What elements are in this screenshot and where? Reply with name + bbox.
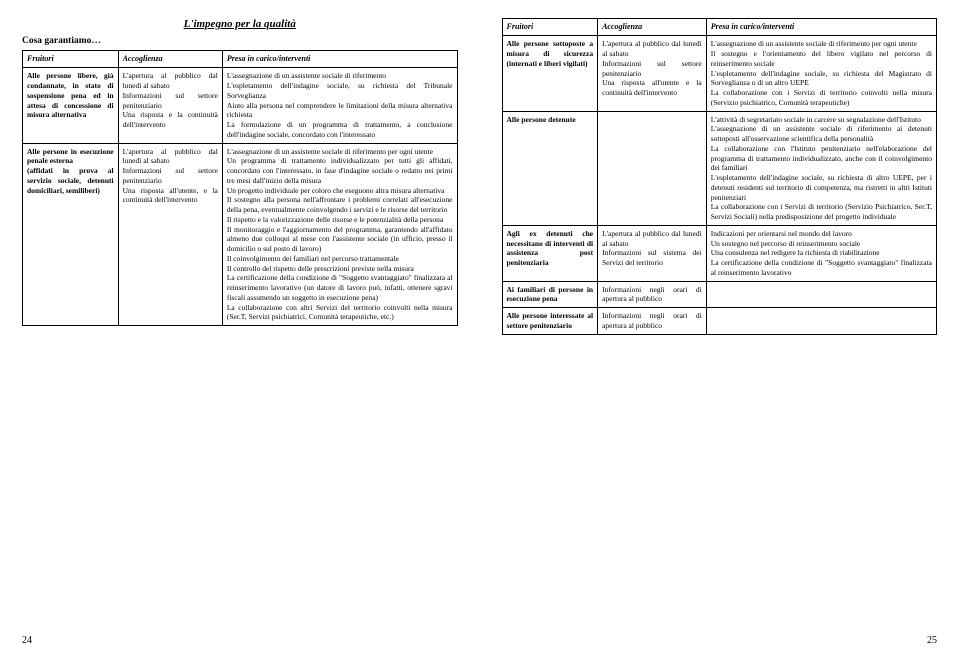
table-header-row: Fruitori Accoglienza Presa in carico/int… <box>23 51 458 68</box>
cell-fruitori: Alle persone in esecuzione penale estern… <box>23 143 119 326</box>
table-row: Alle persone detenute L'attività di segr… <box>502 111 937 225</box>
cell-presa <box>706 281 936 308</box>
cell-fruitori: Agli ex detenuti che necessitano di inte… <box>502 225 598 281</box>
table-row: Ai familiari di persone in esecuzione pe… <box>502 281 937 308</box>
table-row: Agli ex detenuti che necessitano di inte… <box>502 225 937 281</box>
cell-presa: L'assegnazione di un assistente sociale … <box>222 143 457 326</box>
cell-fruitori: Alle persone interessate al settore peni… <box>502 308 598 335</box>
page-number: 25 <box>927 635 937 646</box>
table-row: Alle persone sottoposte a misura di sicu… <box>502 36 937 111</box>
cell-presa: L'assegnazione di un assistente sociale … <box>222 68 457 143</box>
cell-presa: Indicazioni per orientarsi nel mondo del… <box>706 225 936 281</box>
left-page: L'impegno per la qualità Cosa garantiamo… <box>0 0 480 656</box>
header-accoglienza: Accoglienza <box>598 19 707 36</box>
cell-accoglienza: Informazioni negli orari di apertura al … <box>598 308 707 335</box>
cell-presa: L'attività di segretariato sociale in ca… <box>706 111 936 225</box>
cell-accoglienza: Informazioni negli orari di apertura al … <box>598 281 707 308</box>
cell-fruitori: Alle persone sottoposte a misura di sicu… <box>502 36 598 111</box>
table-header-row: Fruitori Accoglienza Presa in carico/int… <box>502 19 937 36</box>
table-row: Alle persone libere, già condannate, in … <box>23 68 458 143</box>
header-fruitori: Fruitori <box>23 51 119 68</box>
cell-fruitori: Alle persone libere, già condannate, in … <box>23 68 119 143</box>
cell-accoglienza: L'apertura al pubblico dal lunedì al sab… <box>118 68 222 143</box>
cell-presa: L'assegnazione di un assistente sociale … <box>706 36 936 111</box>
right-table: Fruitori Accoglienza Presa in carico/int… <box>502 18 938 335</box>
left-table: Fruitori Accoglienza Presa in carico/int… <box>22 50 458 326</box>
header-accoglienza: Accoglienza <box>118 51 222 68</box>
table-row: Alle persone in esecuzione penale estern… <box>23 143 458 326</box>
page-number: 24 <box>22 635 32 646</box>
cell-accoglienza: L'apertura al pubblico dal lunedì al sab… <box>118 143 222 326</box>
cell-presa <box>706 308 936 335</box>
header-presa: Presa in carico/interventi <box>222 51 457 68</box>
cell-accoglienza <box>598 111 707 225</box>
cell-accoglienza: L'apertura al pubblico dal lunedì al sab… <box>598 36 707 111</box>
cell-fruitori: Ai familiari di persone in esecuzione pe… <box>502 281 598 308</box>
cell-accoglienza: L'apertura al pubblico dal lunedì al sab… <box>598 225 707 281</box>
table-row: Alle persone interessate al settore peni… <box>502 308 937 335</box>
right-page: Fruitori Accoglienza Presa in carico/int… <box>480 0 959 656</box>
page-title: L'impegno per la qualità <box>22 18 458 30</box>
cell-fruitori: Alle persone detenute <box>502 111 598 225</box>
header-presa: Presa in carico/interventi <box>706 19 936 36</box>
subtitle: Cosa garantiamo… <box>22 36 458 46</box>
header-fruitori: Fruitori <box>502 19 598 36</box>
